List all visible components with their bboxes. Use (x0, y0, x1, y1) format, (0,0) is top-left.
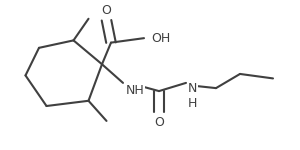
Text: O: O (102, 4, 111, 16)
Text: OH: OH (152, 32, 171, 45)
Text: N
H: N H (188, 82, 197, 110)
Text: NH: NH (125, 84, 144, 97)
Text: O: O (154, 116, 164, 129)
